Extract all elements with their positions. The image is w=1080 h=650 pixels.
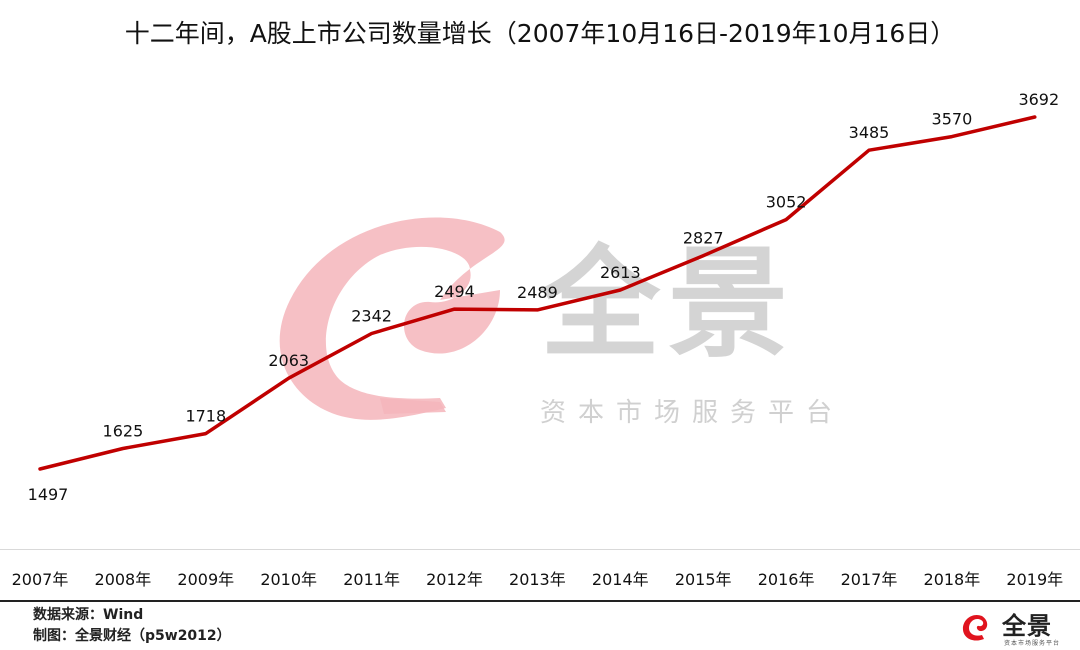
data-label: 2063	[268, 351, 309, 370]
logo-swirl-icon	[962, 614, 988, 641]
logo-text: 全景	[1002, 612, 1052, 640]
x-axis-tick-label: 2007年	[11, 570, 69, 589]
data-label: 3570	[932, 110, 973, 129]
data-label: 2342	[351, 306, 392, 325]
x-axis-line	[0, 549, 1080, 550]
x-axis-tick-label: 2013年	[509, 570, 566, 589]
series-line	[38, 115, 1037, 471]
x-axis-tick-label: 2008年	[94, 570, 152, 589]
data-label: 1625	[103, 421, 144, 440]
data-label: 3692	[1018, 90, 1059, 109]
data-label: 2827	[683, 229, 724, 248]
watermark-swirl-icon	[279, 217, 505, 420]
data-label: 3052	[766, 193, 807, 212]
chart-credit: 制图：全景财经（p5w2012）	[33, 628, 231, 644]
watermark-subtext: 资本市场服务平台	[540, 398, 845, 428]
x-axis-tick-label: 2016年	[757, 570, 815, 589]
x-axis-tick-label: 2017年	[840, 570, 898, 589]
x-axis-tick-label: 2009年	[177, 570, 235, 589]
x-axis-tick-label: 2014年	[591, 570, 649, 589]
x-axis-tick-label: 2018年	[923, 570, 981, 589]
line-chart: 1497 1625 1718 2063 2342 2494 2489 2613 2827 3052…	[28, 90, 1060, 504]
logo-subtext: 资本市场服务平台	[1004, 640, 1061, 647]
x-axis-tick-label: 2019年	[1006, 570, 1064, 589]
data-label: 2494	[434, 282, 475, 301]
footer-notes: 数据来源：Wind 制图：全景财经（p5w2012）	[33, 605, 231, 647]
data-labels: 1497 1625 1718 2063 2342 2494 2489 2613 2827 3052…	[28, 90, 1060, 504]
data-label: 2613	[600, 263, 641, 282]
watermark-text: 全景	[540, 235, 796, 374]
x-axis-tick-label: 2011年	[343, 570, 400, 589]
data-source: 数据来源：Wind	[33, 607, 144, 623]
data-label: 1497	[28, 485, 69, 504]
data-label: 2489	[517, 283, 558, 302]
brand-logo: 全景 资本市场服务平台	[958, 606, 1076, 648]
chart-title: 十二年间，A股上市公司数量增长（2007年10月16日-2019年10月16日）	[124, 19, 956, 48]
x-axis-tick-label: 2015年	[674, 570, 732, 589]
data-label: 1718	[185, 407, 226, 426]
x-axis-tick-label: 2010年	[260, 570, 318, 589]
data-label: 3485	[849, 123, 890, 142]
x-axis-tick-label: 2012年	[426, 570, 483, 589]
footer-divider	[0, 600, 1080, 602]
x-axis-labels: 2007年 2008年 2009年 2010年 2011年 2012年 2013年 2014年…	[0, 566, 1080, 590]
